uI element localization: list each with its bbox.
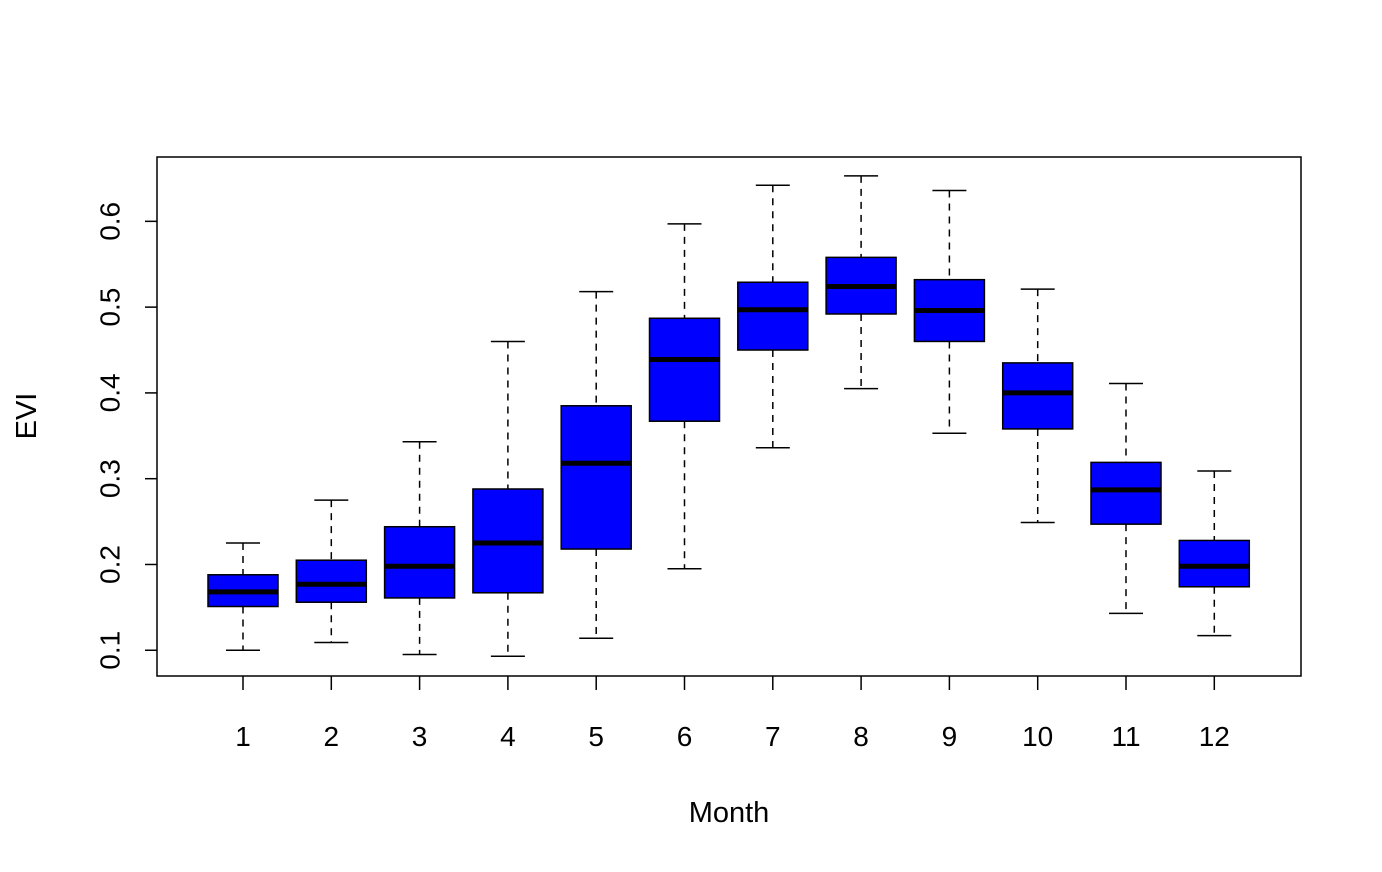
- box-month-4: [472, 340, 544, 658]
- x-tick-label: 4: [500, 721, 516, 752]
- y-tick-label: 0.3: [95, 459, 126, 498]
- iqr-box: [383, 525, 456, 599]
- x-tick-label: 12: [1199, 721, 1230, 752]
- iqr-box: [560, 405, 632, 550]
- x-tick-label: 8: [853, 721, 869, 752]
- iqr-box: [1090, 461, 1162, 525]
- x-tick-label: 6: [677, 721, 693, 752]
- box-month-11: [1090, 382, 1162, 615]
- box-month-3: [383, 441, 456, 656]
- y-tick-label: 0.1: [95, 631, 126, 670]
- x-tick-label: 10: [1022, 721, 1053, 752]
- x-tick-label: 7: [765, 721, 781, 752]
- x-tick-label: 2: [324, 721, 340, 752]
- iqr-box: [1001, 362, 1074, 430]
- iqr-box: [648, 317, 721, 422]
- x-tick-label: 9: [942, 721, 958, 752]
- x-tick-label: 5: [588, 721, 604, 752]
- x-tick-label: 3: [412, 721, 428, 752]
- box-month-10: [1001, 288, 1074, 524]
- box-month-1: [207, 542, 279, 652]
- x-tick-label: 1: [235, 721, 251, 752]
- box-month-6: [648, 223, 721, 570]
- plot-frame: [156, 156, 1302, 677]
- x-axis: 1 2 3 4 5 6 7 8 9 10 11 12: [235, 676, 1230, 752]
- iqr-box: [737, 281, 809, 351]
- box-month-2: [295, 499, 368, 644]
- box-month-8: [825, 175, 897, 390]
- box-month-5: [560, 290, 632, 640]
- boxes-group: [207, 175, 1251, 658]
- box-month-9: [913, 189, 986, 434]
- x-tick-label: 11: [1111, 721, 1140, 752]
- x-axis-title: Month: [689, 797, 770, 829]
- y-tick-label: 0.4: [95, 373, 126, 412]
- y-tick-label: 0.6: [95, 202, 126, 241]
- iqr-box: [295, 559, 368, 603]
- y-tick-label: 0.5: [95, 288, 126, 327]
- box-month-7: [737, 184, 809, 449]
- y-axis-title: EVI: [11, 393, 43, 440]
- iqr-box: [1178, 539, 1251, 588]
- y-axis: 0.1 0.2 0.3 0.4 0.5 0.6: [95, 202, 157, 670]
- y-tick-label: 0.2: [95, 545, 126, 584]
- box-month-12: [1178, 470, 1251, 637]
